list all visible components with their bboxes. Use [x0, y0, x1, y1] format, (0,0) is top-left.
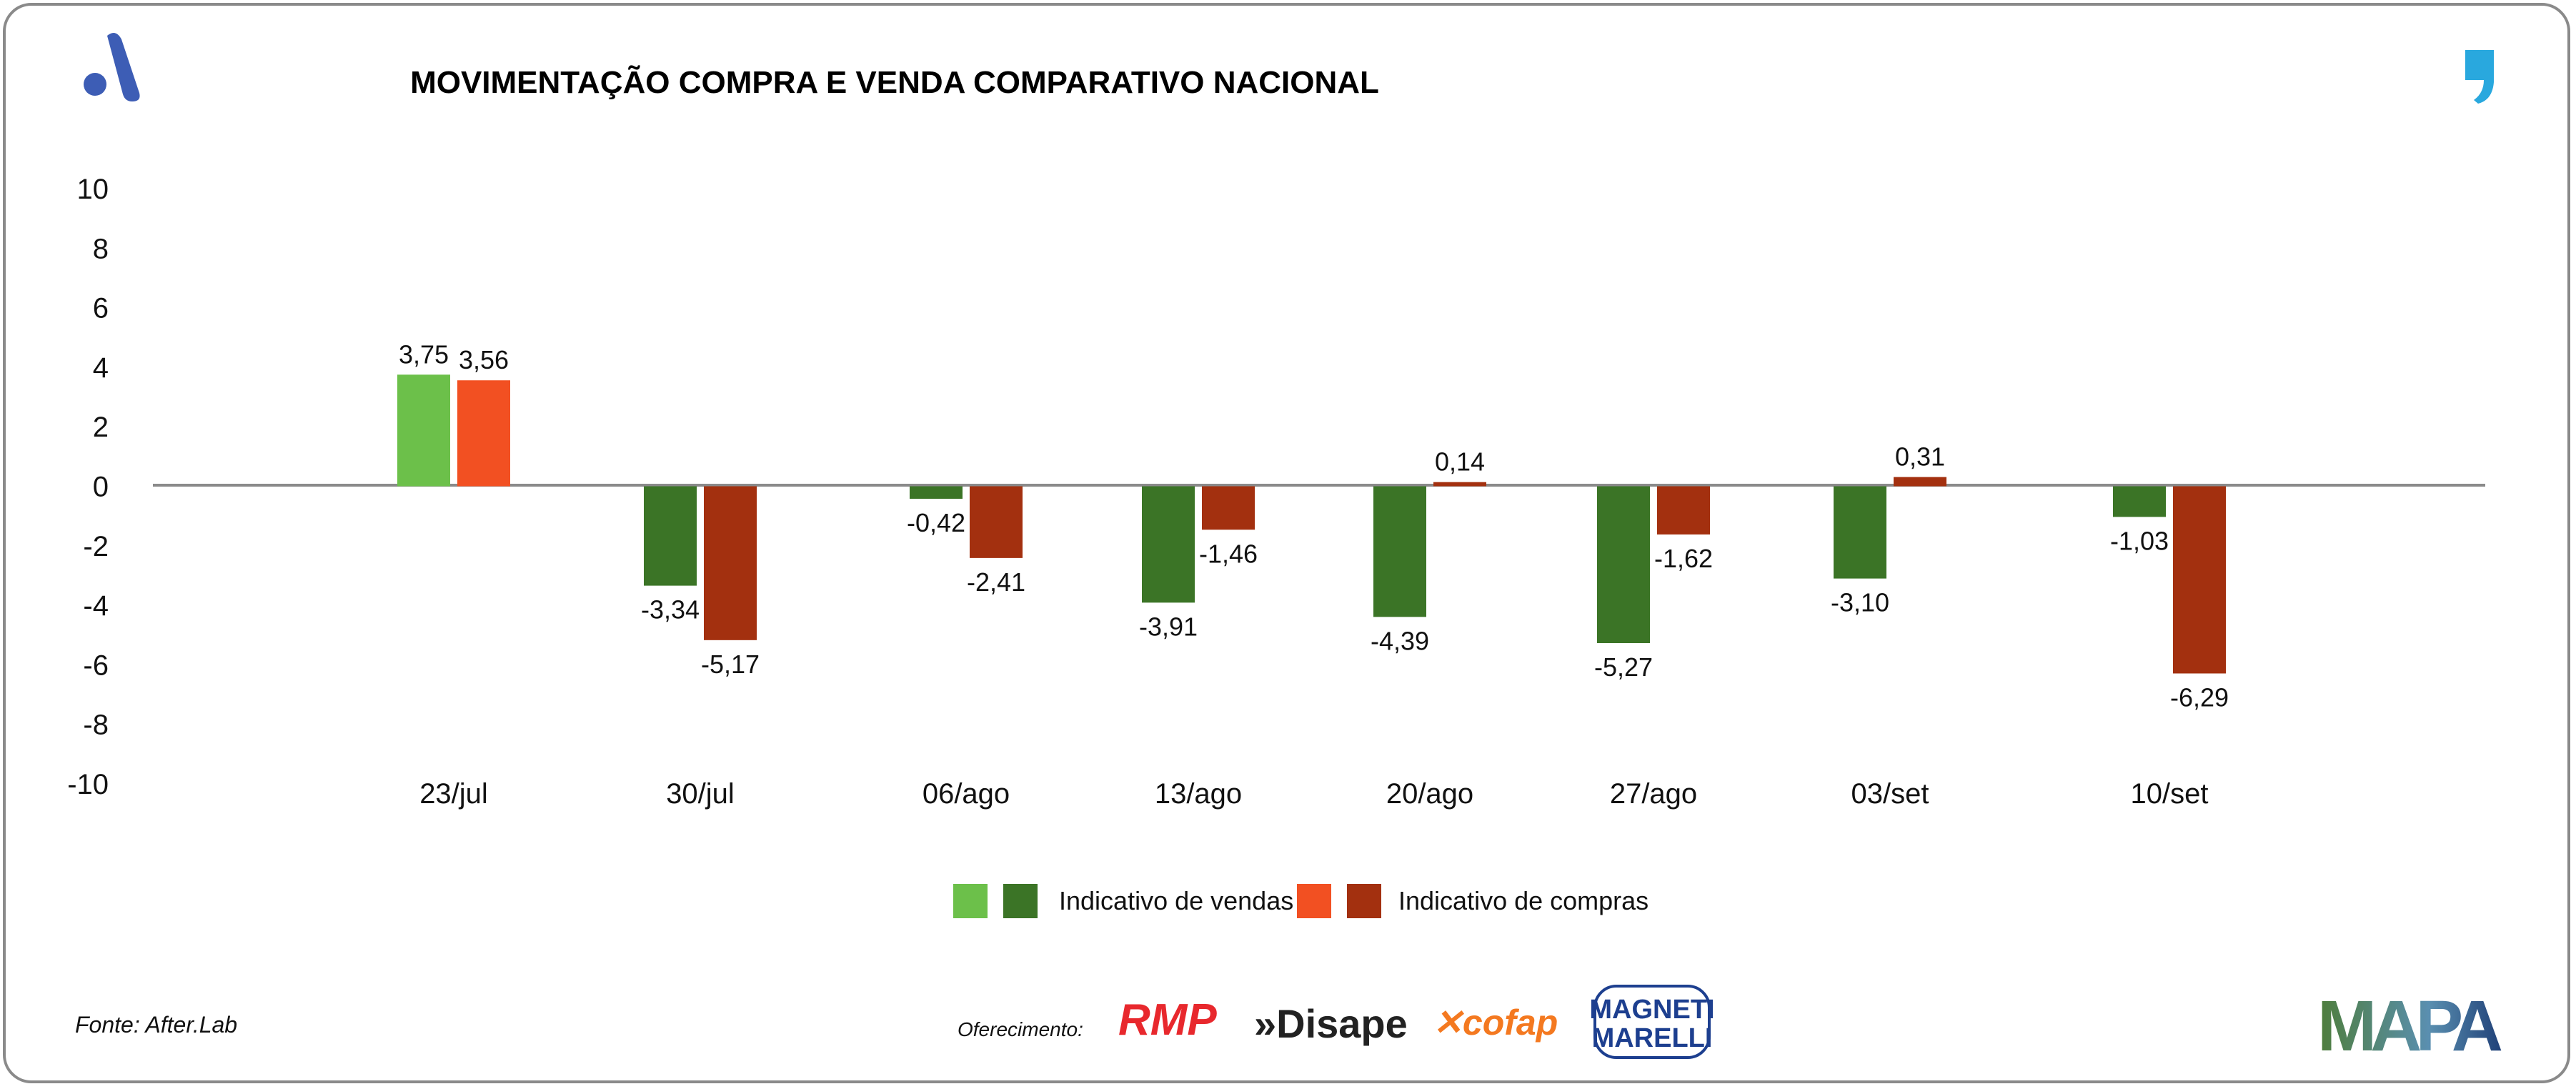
- sponsor-label: Oferecimento:: [958, 1018, 1083, 1040]
- data-label: -0,42: [907, 508, 965, 537]
- legend-label-compras: Indicativo de compras: [1398, 886, 1648, 915]
- y-tick-label: -4: [83, 590, 109, 622]
- data-label: -3,34: [641, 595, 700, 625]
- bar-compras: [1202, 486, 1255, 530]
- disape-logo: »Disape: [1254, 1001, 1408, 1046]
- bar-vendas: [2113, 486, 2166, 517]
- y-tick-label: -6: [83, 650, 109, 681]
- bar-vendas: [397, 374, 450, 487]
- mapa-logo: MAPA: [2317, 986, 2503, 1066]
- data-label: 3,56: [459, 345, 509, 374]
- y-tick-label: 8: [93, 233, 109, 264]
- legend-swatch-vendas-dark: [1003, 884, 1038, 918]
- bar-compras: [2173, 486, 2226, 674]
- data-label: 0,14: [1435, 447, 1485, 477]
- y-tick-label: 4: [93, 352, 109, 384]
- data-label: -1,46: [1199, 539, 1258, 568]
- bar-vendas: [1373, 486, 1426, 617]
- data-label: -5,27: [1594, 652, 1653, 682]
- bar-compras: [1657, 486, 1710, 534]
- svg-text:MARELLI: MARELLI: [1592, 1023, 1713, 1053]
- sponsor-logos: RMP »Disape ✕cofap MAGNETI MARELLI: [1118, 985, 1715, 1059]
- x-category-label: 27/ago: [1610, 778, 1697, 810]
- legend-label-vendas: Indicativo de vendas: [1059, 886, 1293, 915]
- bar-vendas: [1597, 486, 1650, 643]
- data-label: -6,29: [2170, 682, 2229, 712]
- data-label: -1,03: [2110, 526, 2169, 555]
- bar-vendas: [644, 486, 697, 586]
- svg-text:MAGNETI: MAGNETI: [1589, 995, 1714, 1025]
- data-label: 0,31: [1895, 442, 1945, 472]
- x-category-label: 13/ago: [1155, 778, 1242, 810]
- x-category-label: 30/jul: [666, 778, 735, 810]
- data-label: -3,10: [1831, 588, 1889, 617]
- legend: Indicativo de vendas Indicativo de compr…: [953, 884, 1648, 918]
- legend-swatch-vendas-light: [953, 884, 988, 918]
- bar-compras: [970, 486, 1023, 558]
- x-category-label: 10/set: [2131, 778, 2209, 810]
- x-category-label: 06/ago: [923, 778, 1010, 810]
- y-tick-label: 0: [93, 472, 109, 503]
- afterlab-logo: [84, 33, 140, 101]
- chart-title: MOVIMENTAÇÃO COMPRA E VENDA COMPARATIVO …: [410, 64, 1379, 100]
- data-label: 3,75: [399, 339, 449, 369]
- bar-compras: [1894, 477, 1946, 487]
- data-label: -4,39: [1371, 626, 1429, 655]
- bar-compras: [1433, 482, 1486, 487]
- bar-vendas: [1142, 486, 1195, 603]
- x-category-label: 20/ago: [1386, 778, 1473, 810]
- source-note: Fonte: After.Lab: [75, 1012, 237, 1038]
- y-tick-label: -8: [83, 710, 109, 741]
- bar-vendas: [910, 486, 963, 499]
- y-tick-label: 2: [93, 412, 109, 443]
- bar-compras: [704, 486, 757, 640]
- bar-vendas: [1834, 486, 1886, 579]
- legend-swatch-compras-dark: [1347, 884, 1381, 918]
- y-tick-label: -10: [67, 769, 109, 800]
- data-label: -3,91: [1139, 612, 1198, 641]
- quote-logo: [2465, 50, 2494, 104]
- chart-frame: [3, 3, 2570, 1083]
- rmp-logo: RMP: [1118, 995, 1217, 1045]
- y-tick-label: 10: [77, 174, 109, 205]
- legend-swatch-compras-light: [1297, 884, 1331, 918]
- cofap-logo: ✕cofap: [1433, 1003, 1558, 1043]
- data-label: -2,41: [967, 567, 1025, 597]
- y-tick-label: -2: [83, 531, 109, 562]
- x-category-label: 23/jul: [419, 778, 488, 810]
- bar-compras: [457, 380, 510, 487]
- magneti-marelli-logo: MAGNETI MARELLI: [1589, 985, 1715, 1059]
- data-label: -1,62: [1654, 544, 1713, 573]
- data-label: -5,17: [701, 650, 760, 679]
- y-tick-label: 6: [93, 293, 109, 324]
- x-category-label: 03/set: [1851, 778, 1929, 810]
